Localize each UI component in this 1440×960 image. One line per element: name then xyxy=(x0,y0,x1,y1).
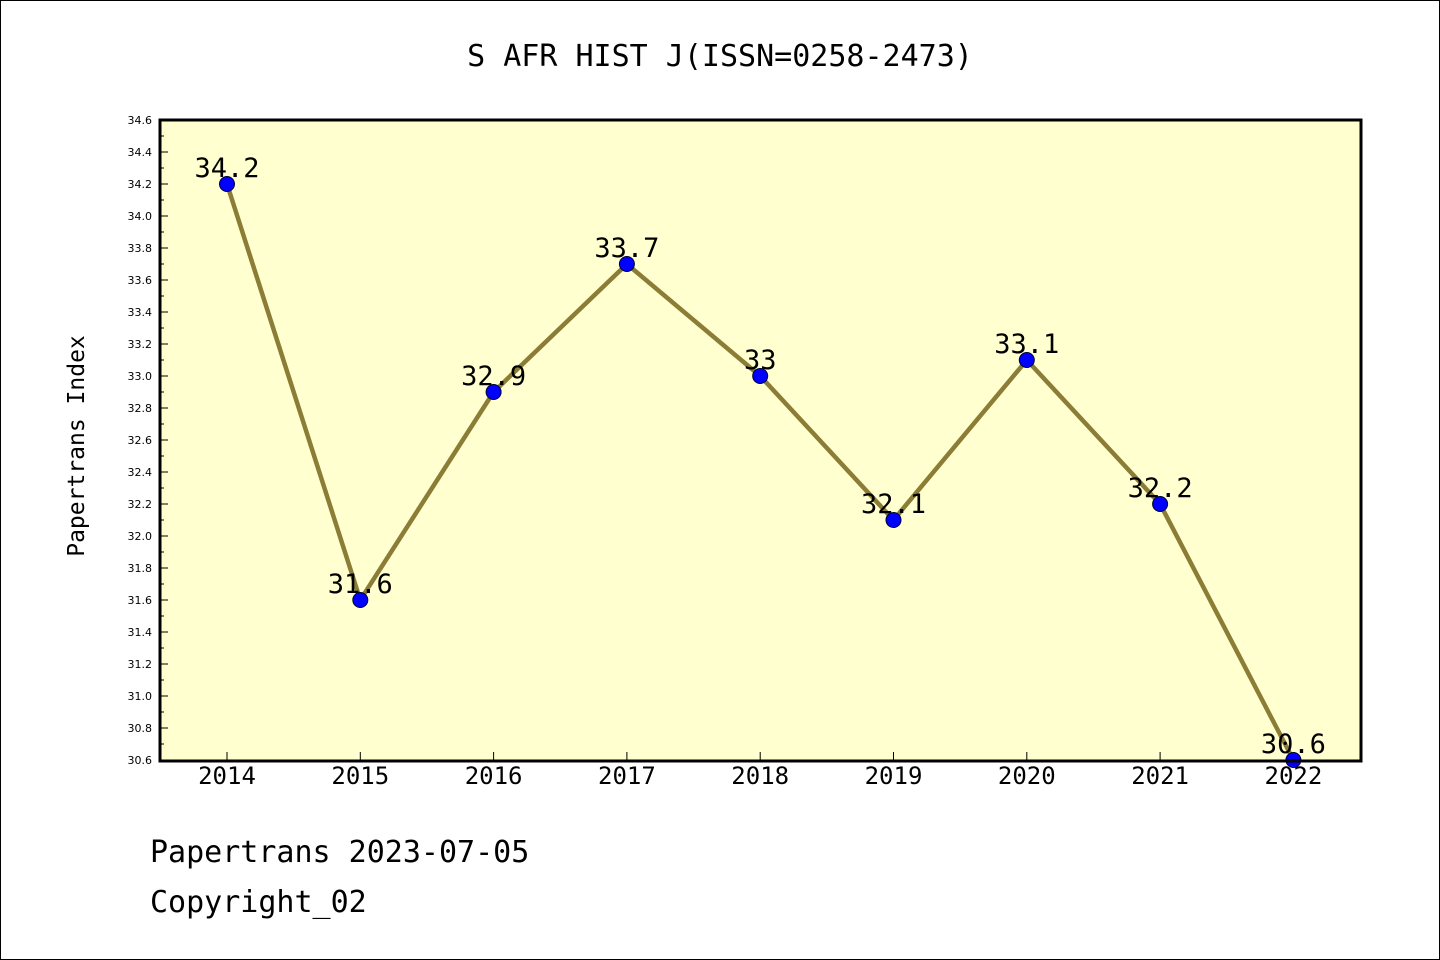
x-tick-label: 2020 xyxy=(998,762,1056,790)
data-point xyxy=(219,176,235,192)
y-tick-label: 34.0 xyxy=(128,210,153,223)
data-point xyxy=(885,512,902,528)
y-tick-label: 34.6 xyxy=(128,114,153,127)
y-tick-label: 31.6 xyxy=(128,594,153,607)
data-label: 31.6 xyxy=(328,569,393,600)
data-point xyxy=(752,368,769,384)
data-point xyxy=(1152,496,1169,512)
data-point xyxy=(485,384,502,400)
y-tick-label: 32.8 xyxy=(128,402,153,415)
footer-date-line: Papertrans 2023-07-05 xyxy=(150,835,530,870)
data-labels-layer: 34.2 31.6 32.9 33.7 33 32.1 33.1 32.2 30.6 xyxy=(194,153,1325,760)
x-tick-label: 2016 xyxy=(465,762,523,790)
data-label: 32.2 xyxy=(1128,473,1193,504)
x-tick-label: 2018 xyxy=(731,762,789,790)
chart-title: S AFR HIST J(ISSN=0258-2473) xyxy=(467,39,973,74)
footer-copyright: Copyright_02 xyxy=(150,885,367,920)
y-tick-label: 30.6 xyxy=(128,754,153,767)
data-label: 32.1 xyxy=(861,489,926,520)
x-tick-label: 2014 xyxy=(198,762,256,790)
markers-layer xyxy=(219,176,1302,768)
data-point xyxy=(618,256,635,272)
y-tick-label: 33.2 xyxy=(128,338,153,351)
data-label: 32.9 xyxy=(461,361,526,392)
x-tick-label: 2017 xyxy=(598,762,656,790)
plot-area xyxy=(160,120,1361,761)
x-tick-label: 2021 xyxy=(1131,762,1189,790)
y-tick-label: 31.4 xyxy=(128,626,153,639)
data-label: 33.7 xyxy=(594,233,659,264)
y-tick-label: 31.8 xyxy=(128,562,153,575)
x-tick-label: 2019 xyxy=(865,762,923,790)
x-tick-label: 2015 xyxy=(331,762,389,790)
y-tick-label: 32.2 xyxy=(128,498,153,511)
axis-ticks: 30.6 30.8 31.0 31.2 31.4 31.6 31.8 32.0 32.2 32.4… xyxy=(128,114,1323,790)
plot-border xyxy=(158,118,1363,763)
y-tick-label: 34.4 xyxy=(128,146,153,159)
y-tick-label: 31.2 xyxy=(128,658,153,671)
y-tick-label: 31.0 xyxy=(128,690,153,703)
y-tick-label: 33.6 xyxy=(128,274,153,287)
y-tick-label: 30.8 xyxy=(128,722,153,735)
data-label: 30.6 xyxy=(1261,729,1326,760)
data-point xyxy=(352,592,369,608)
y-tick-label: 33.4 xyxy=(128,306,153,319)
data-label: 33 xyxy=(744,345,777,376)
y-tick-label: 33.0 xyxy=(128,370,153,383)
data-point xyxy=(1018,352,1035,368)
y-tick-label: 34.2 xyxy=(128,178,153,191)
y-tick-label: 33.8 xyxy=(128,242,153,255)
data-label: 33.1 xyxy=(994,329,1059,360)
y-tick-label: 32.0 xyxy=(128,530,153,543)
y-axis-label: Papertrans Index xyxy=(64,335,90,557)
data-label: 34.2 xyxy=(194,153,259,184)
y-tick-label: 32.6 xyxy=(128,434,153,447)
y-tick-label: 32.4 xyxy=(128,466,153,479)
